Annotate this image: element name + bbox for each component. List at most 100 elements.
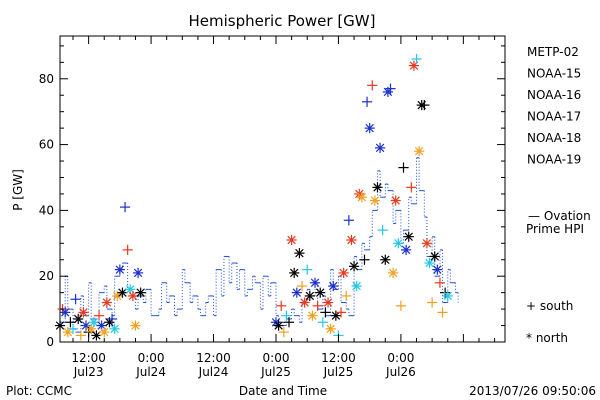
data-point-south — [106, 313, 118, 325]
legend: METP-02 NOAA-15 NOAA-16 NOAA-17 NOAA-18 NOAA-… — [526, 45, 581, 345]
data-point-north — [380, 254, 391, 265]
data-point-north — [442, 290, 453, 302]
data-point-north — [101, 297, 112, 308]
footer-timestamp: 2013/07/26 09:50:06 — [469, 384, 596, 398]
data-point-south — [278, 327, 289, 338]
y-axis-label: P [GW] — [11, 169, 25, 211]
data-point-north — [88, 317, 99, 328]
data-point-south — [385, 83, 396, 94]
data-point-south — [411, 53, 422, 65]
ovation-label-line2: Prime HPI — [526, 222, 584, 236]
data-point-north — [374, 142, 386, 153]
data-point-north — [424, 257, 435, 269]
data-point-north — [387, 267, 399, 279]
y-tick-label: 0 — [46, 335, 54, 349]
marker-legend-entry: * north — [526, 331, 568, 345]
data-point-south — [367, 80, 378, 91]
data-point-south — [406, 182, 417, 193]
data-point-north — [325, 323, 336, 334]
data-point-north — [99, 327, 110, 338]
legend-entry: NOAA-17 — [527, 110, 581, 124]
legend-entry: NOAA-18 — [527, 131, 581, 145]
data-point-south — [320, 307, 331, 318]
y-tick-label: 40 — [39, 203, 54, 217]
data-point-north — [315, 287, 326, 298]
data-point-north — [73, 313, 84, 325]
data-point-north — [348, 261, 360, 272]
data-point-north — [351, 280, 362, 292]
data-point-north — [132, 267, 144, 279]
data-point-north — [114, 264, 125, 275]
data-point-north — [432, 264, 443, 275]
plot-frame — [59, 35, 506, 343]
data-point-north — [421, 238, 433, 249]
legend-entry: NOAA-15 — [527, 67, 581, 81]
ovation-label-line1: — Ovation — [528, 209, 591, 223]
data-point-south — [75, 330, 86, 341]
data-point-north — [307, 310, 318, 321]
data-point-south — [93, 310, 105, 321]
legend-entry: NOAA-19 — [527, 153, 581, 167]
data-point-north — [91, 330, 102, 341]
data-point-south — [70, 294, 81, 305]
data-point-south — [317, 317, 328, 328]
x-tick-date-label: Jul23 — [73, 365, 104, 379]
data-point-north — [390, 195, 401, 206]
data-point-north — [304, 290, 315, 302]
data-point-south — [296, 280, 308, 292]
data-point-south — [341, 290, 352, 302]
data-point-north — [372, 182, 383, 193]
data-point-north — [401, 244, 412, 255]
data-point-south — [276, 300, 287, 311]
data-point-north — [364, 123, 375, 134]
data-point-south — [281, 310, 292, 321]
data-point-south — [377, 225, 388, 236]
legend-entry: METP-02 — [527, 45, 579, 59]
data-point-north — [117, 287, 128, 298]
x-tick-time-label: 0:00 — [263, 351, 290, 365]
x-tick-date-label: Jul25 — [260, 365, 291, 379]
data-point-north — [286, 234, 297, 246]
data-point-north — [289, 267, 300, 279]
data-point-south — [398, 162, 409, 173]
data-point-south — [427, 297, 438, 308]
data-point-south — [395, 300, 407, 311]
data-point-north — [322, 297, 334, 308]
data-point-north — [80, 320, 92, 331]
data-point-north — [130, 320, 141, 331]
data-point-north — [429, 251, 440, 262]
data-point-north — [330, 310, 341, 321]
data-points-layer — [54, 53, 453, 341]
data-point-north — [291, 287, 302, 298]
data-point-south — [312, 300, 323, 311]
data-point-north — [127, 290, 138, 302]
x-tick-time-label: 12:00 — [196, 351, 231, 365]
data-point-south — [283, 317, 295, 328]
data-point-south — [65, 317, 76, 328]
data-point-south — [67, 323, 79, 334]
data-point-north — [403, 231, 414, 242]
axis-ticks-layer: 02040608012:00Jul230:00Jul2412:00Jul240:… — [39, 36, 505, 379]
data-point-north — [346, 234, 357, 246]
data-point-north — [62, 327, 73, 338]
data-point-north — [414, 146, 425, 157]
y-tick-label: 60 — [39, 138, 54, 152]
data-point-south — [434, 277, 446, 288]
data-point-north — [60, 307, 71, 318]
x-tick-date-label: Jul26 — [385, 365, 416, 379]
data-point-north — [328, 280, 339, 292]
x-tick-time-label: 0:00 — [138, 351, 165, 365]
data-point-north — [294, 248, 305, 259]
data-point-north — [112, 290, 123, 302]
data-point-south — [361, 96, 373, 107]
data-point-north — [369, 195, 380, 206]
data-point-south — [119, 201, 131, 213]
data-point-north — [78, 307, 89, 318]
x-tick-date-label: Jul24 — [135, 365, 166, 379]
x-axis-label: Date and Time — [239, 384, 327, 398]
data-point-south — [122, 244, 133, 255]
data-point-north — [309, 277, 321, 288]
legend-entry: NOAA-16 — [527, 88, 581, 102]
x-tick-date-label: Jul24 — [198, 365, 229, 379]
